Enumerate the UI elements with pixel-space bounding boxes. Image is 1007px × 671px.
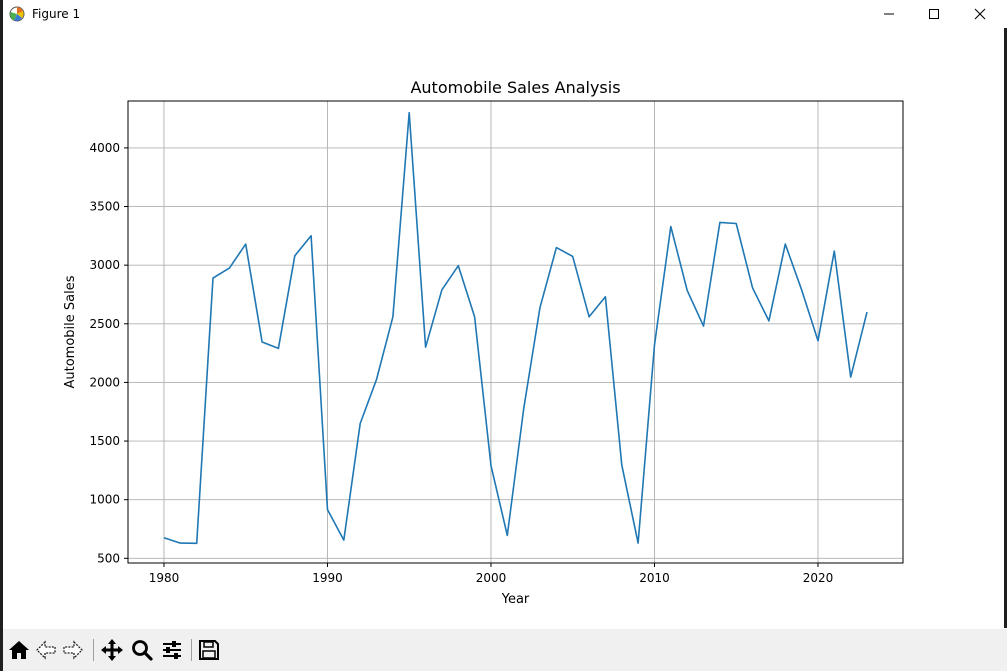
pan-button[interactable]: [99, 637, 125, 663]
y-tick-label: 1000: [89, 493, 120, 507]
arrow-right-icon: [63, 640, 83, 660]
x-tick-label: 2020: [803, 571, 834, 585]
window-left-edge: [0, 0, 3, 671]
toolbar-separator: [93, 639, 94, 661]
axes-frame: [127, 100, 904, 564]
maximize-button[interactable]: [911, 0, 957, 28]
minimize-button[interactable]: [866, 0, 912, 28]
x-tick-label: 2010: [639, 571, 670, 585]
navigation-toolbar: [3, 629, 1007, 671]
back-button[interactable]: [33, 637, 59, 663]
x-tick-label: 2000: [476, 571, 507, 585]
save-button[interactable]: [196, 637, 222, 663]
chart-title: Automobile Sales Analysis: [410, 78, 620, 97]
y-tick-label: 2500: [89, 317, 120, 331]
minimize-icon: [884, 13, 894, 15]
close-icon: [974, 8, 986, 20]
forward-button[interactable]: [60, 637, 86, 663]
window-titlebar: Figure 1: [0, 0, 1007, 28]
y-tick-label: 3000: [89, 258, 120, 272]
figure-canvas[interactable]: 1980 1990 2000 2010 2020 500 1000 1500 2000 2500 3…: [3, 28, 1004, 628]
floppy-disk-icon: [199, 640, 219, 660]
y-tick-label: 4000: [89, 141, 120, 155]
home-button[interactable]: [6, 637, 32, 663]
y-tick-label: 3500: [89, 200, 120, 214]
move-icon: [101, 639, 123, 661]
arrow-left-icon: [36, 640, 56, 660]
toolbar-separator: [191, 639, 192, 661]
y-tick-label: 1500: [89, 434, 120, 448]
series-line: [163, 111, 868, 545]
sliders-icon: [163, 641, 181, 659]
window-right-edge: [1004, 28, 1007, 628]
configure-subplots-button[interactable]: [159, 637, 185, 663]
home-icon: [9, 641, 29, 659]
magnifier-icon: [132, 640, 153, 661]
y-axis-label: Automobile Sales: [63, 275, 78, 388]
y-tick-label: 500: [97, 551, 120, 565]
x-tick-label: 1980: [149, 571, 180, 585]
x-tick-label: 1990: [312, 571, 343, 585]
maximize-icon: [929, 9, 939, 19]
x-axis-label: Year: [501, 592, 530, 607]
matplotlib-icon: [9, 6, 25, 22]
y-tick-label: 2000: [89, 375, 120, 389]
close-button[interactable]: [957, 0, 1003, 28]
line-chart: 1980 1990 2000 2010 2020 500 1000 1500 2000 2500 3…: [63, 78, 904, 607]
zoom-button[interactable]: [129, 637, 155, 663]
window-title: Figure 1: [32, 7, 81, 21]
